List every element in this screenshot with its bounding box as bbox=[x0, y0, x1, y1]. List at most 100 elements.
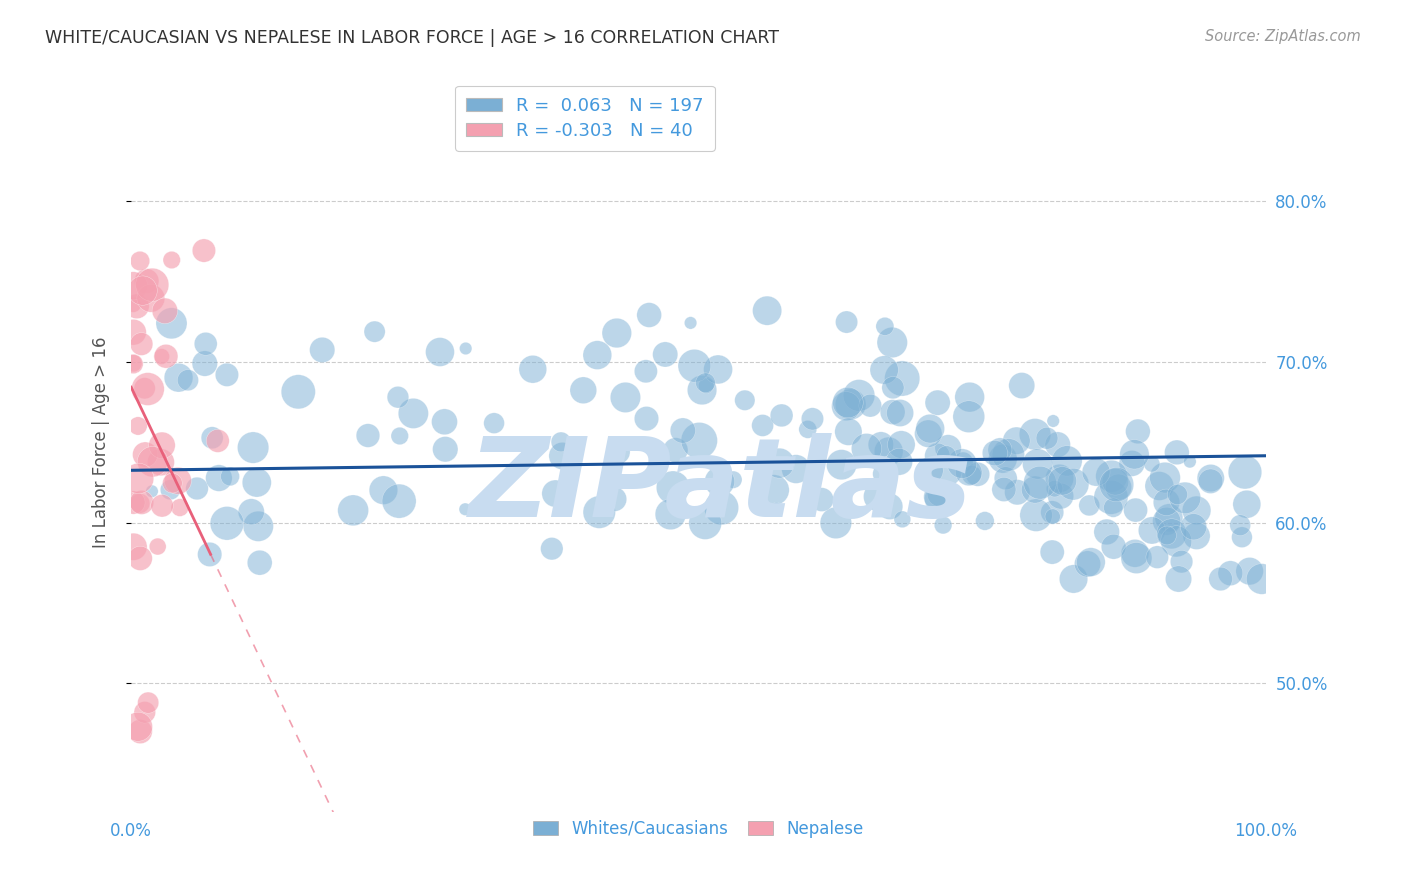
Point bbox=[572, 384, 595, 398]
Point bbox=[131, 337, 153, 351]
Point bbox=[1123, 447, 1146, 461]
Point bbox=[1140, 457, 1163, 471]
Point bbox=[927, 395, 949, 409]
Point bbox=[588, 505, 610, 519]
Point bbox=[1126, 425, 1149, 439]
Point bbox=[129, 496, 152, 510]
Point bbox=[1157, 510, 1180, 524]
Point bbox=[131, 495, 153, 509]
Point bbox=[695, 378, 717, 392]
Point bbox=[831, 458, 853, 472]
Point bbox=[149, 455, 172, 469]
Point bbox=[122, 356, 145, 370]
Point bbox=[935, 464, 957, 478]
Point bbox=[973, 514, 995, 528]
Point bbox=[1140, 524, 1163, 538]
Point bbox=[1049, 471, 1071, 485]
Point bbox=[797, 422, 820, 436]
Text: WHITE/CAUCASIAN VS NEPALESE IN LABOR FORCE | AGE > 16 CORRELATION CHART: WHITE/CAUCASIAN VS NEPALESE IN LABOR FOR… bbox=[45, 29, 779, 46]
Point bbox=[891, 371, 914, 385]
Point bbox=[1049, 489, 1071, 503]
Point bbox=[848, 388, 870, 402]
Point bbox=[1029, 475, 1052, 490]
Point bbox=[1156, 528, 1178, 542]
Point bbox=[966, 467, 988, 482]
Point bbox=[879, 500, 901, 514]
Point bbox=[1025, 508, 1047, 523]
Point bbox=[952, 455, 974, 469]
Point bbox=[242, 441, 264, 455]
Point bbox=[434, 442, 457, 457]
Point bbox=[1146, 550, 1168, 565]
Point bbox=[960, 468, 983, 483]
Point bbox=[1125, 503, 1147, 517]
Point bbox=[454, 342, 477, 356]
Point bbox=[150, 438, 173, 452]
Point bbox=[870, 437, 893, 451]
Point bbox=[482, 416, 505, 430]
Point bbox=[882, 381, 904, 395]
Point bbox=[889, 406, 911, 420]
Point bbox=[287, 384, 309, 399]
Point bbox=[429, 345, 451, 359]
Point bbox=[177, 373, 200, 387]
Text: Source: ZipAtlas.com: Source: ZipAtlas.com bbox=[1205, 29, 1361, 44]
Point bbox=[454, 502, 477, 516]
Point bbox=[1005, 434, 1028, 448]
Point bbox=[1024, 483, 1046, 497]
Point bbox=[155, 349, 177, 363]
Point bbox=[1052, 474, 1074, 488]
Point bbox=[127, 720, 149, 734]
Point bbox=[770, 409, 793, 423]
Point bbox=[988, 442, 1011, 457]
Point bbox=[1040, 545, 1063, 559]
Point bbox=[837, 425, 859, 439]
Point bbox=[134, 448, 156, 462]
Point bbox=[1076, 557, 1098, 571]
Point bbox=[139, 291, 162, 305]
Point bbox=[160, 252, 183, 267]
Point bbox=[662, 481, 685, 495]
Point bbox=[550, 434, 572, 449]
Point bbox=[695, 376, 717, 390]
Point bbox=[544, 486, 567, 500]
Point bbox=[1105, 477, 1128, 491]
Point bbox=[357, 428, 380, 442]
Point bbox=[160, 316, 183, 330]
Point bbox=[1042, 414, 1064, 428]
Point bbox=[891, 512, 914, 526]
Point bbox=[835, 399, 858, 413]
Point bbox=[920, 422, 942, 436]
Point bbox=[134, 381, 156, 395]
Point bbox=[129, 724, 152, 739]
Point bbox=[1101, 469, 1123, 483]
Point bbox=[193, 244, 215, 258]
Point bbox=[207, 434, 229, 448]
Point bbox=[1236, 497, 1258, 511]
Point bbox=[387, 390, 409, 404]
Point bbox=[927, 449, 949, 463]
Point bbox=[122, 325, 145, 339]
Point bbox=[150, 350, 173, 364]
Y-axis label: In Labor Force | Age > 16: In Labor Force | Age > 16 bbox=[93, 336, 110, 549]
Point bbox=[723, 473, 745, 487]
Point bbox=[785, 462, 807, 476]
Point bbox=[136, 382, 159, 396]
Point bbox=[664, 443, 686, 458]
Point bbox=[607, 445, 630, 459]
Point bbox=[868, 490, 890, 504]
Point bbox=[134, 706, 156, 720]
Point bbox=[950, 457, 973, 471]
Point bbox=[837, 395, 859, 409]
Point bbox=[141, 484, 163, 499]
Point bbox=[882, 405, 904, 419]
Point bbox=[695, 516, 717, 530]
Point bbox=[1121, 456, 1143, 470]
Point bbox=[402, 406, 425, 420]
Point bbox=[1102, 540, 1125, 554]
Point bbox=[614, 391, 637, 405]
Point bbox=[1007, 485, 1029, 500]
Point bbox=[984, 446, 1007, 460]
Point bbox=[927, 490, 949, 504]
Point bbox=[247, 519, 270, 533]
